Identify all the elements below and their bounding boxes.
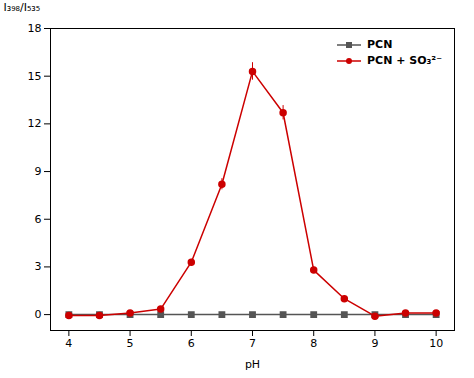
svg-text:5: 5 — [127, 337, 134, 350]
svg-text:9: 9 — [35, 165, 42, 178]
svg-text:10: 10 — [429, 337, 443, 350]
svg-text:6: 6 — [35, 213, 42, 226]
svg-text:12: 12 — [28, 117, 42, 130]
svg-text:4: 4 — [65, 337, 72, 350]
svg-text:7: 7 — [249, 337, 256, 350]
svg-text:pH: pH — [245, 358, 260, 371]
svg-text:15: 15 — [28, 70, 42, 83]
svg-text:9: 9 — [371, 337, 378, 350]
svg-text:I₃₉₈/I₅₃₅: I₃₉₈/I₅₃₅ — [4, 1, 41, 14]
html-text:PCN: PCN — [367, 38, 393, 51]
svg-text:8: 8 — [310, 337, 317, 350]
svg-text:18: 18 — [28, 22, 42, 35]
html-text:PCN + SO₃²⁻: PCN + SO₃²⁻ — [367, 54, 442, 67]
svg-text:3: 3 — [35, 260, 42, 273]
svg-text:0: 0 — [35, 308, 42, 321]
svg-text:6: 6 — [188, 337, 195, 350]
